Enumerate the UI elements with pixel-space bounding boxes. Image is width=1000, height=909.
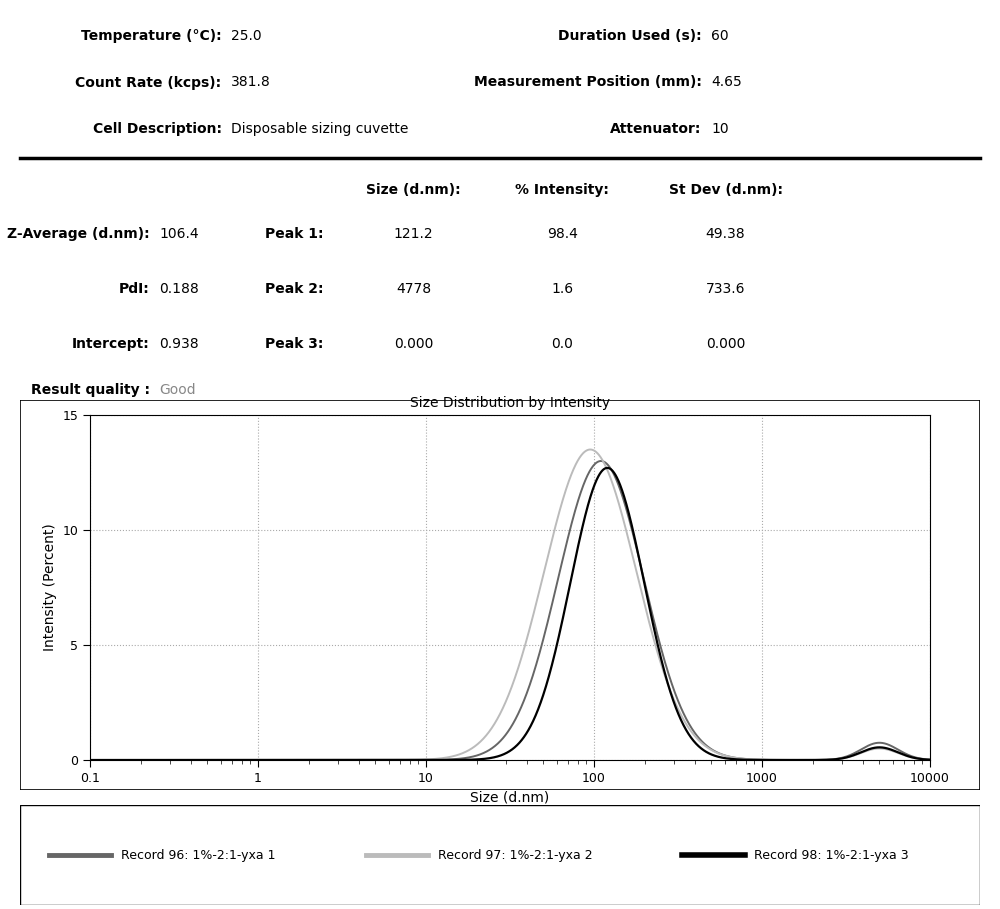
Text: Cell Description:: Cell Description:: [93, 122, 222, 136]
Text: St Dev (d.nm):: St Dev (d.nm):: [669, 184, 783, 197]
FancyBboxPatch shape: [20, 805, 980, 905]
Text: PdI:: PdI:: [119, 282, 150, 296]
Text: Size (d.nm):: Size (d.nm):: [366, 184, 461, 197]
Y-axis label: Intensity (Percent): Intensity (Percent): [43, 524, 57, 652]
Title: Size Distribution by Intensity: Size Distribution by Intensity: [410, 395, 610, 410]
Text: Attenuator:: Attenuator:: [610, 122, 702, 136]
Text: 0.000: 0.000: [706, 337, 745, 352]
Text: 4778: 4778: [396, 282, 431, 296]
Text: Duration Used (s):: Duration Used (s):: [558, 29, 702, 43]
Text: Temperature (°C):: Temperature (°C):: [81, 29, 222, 43]
Text: Record 98: 1%-2:1-yxa 3: Record 98: 1%-2:1-yxa 3: [754, 848, 909, 862]
Text: 1.6: 1.6: [551, 282, 573, 296]
Text: Measurement Position (mm):: Measurement Position (mm):: [474, 75, 702, 89]
Text: 10: 10: [711, 122, 729, 136]
Text: Intercept:: Intercept:: [72, 337, 150, 352]
Text: 121.2: 121.2: [394, 227, 433, 241]
Text: Result quality :: Result quality :: [31, 384, 150, 397]
Text: 0.0: 0.0: [551, 337, 573, 352]
Text: 381.8: 381.8: [231, 75, 271, 89]
Text: 106.4: 106.4: [159, 227, 199, 241]
Text: Peak 2:: Peak 2:: [265, 282, 323, 296]
Text: Z-Average (d.nm):: Z-Average (d.nm):: [7, 227, 150, 241]
Text: Record 97: 1%-2:1-yxa 2: Record 97: 1%-2:1-yxa 2: [438, 848, 592, 862]
Text: 25.0: 25.0: [231, 29, 262, 43]
Text: Good: Good: [159, 384, 196, 397]
Text: 733.6: 733.6: [706, 282, 745, 296]
Text: Peak 1:: Peak 1:: [265, 227, 323, 241]
Text: Count Rate (kcps):: Count Rate (kcps):: [75, 75, 222, 89]
Text: Peak 3:: Peak 3:: [265, 337, 323, 352]
Text: % Intensity:: % Intensity:: [515, 184, 609, 197]
Text: 98.4: 98.4: [547, 227, 578, 241]
Text: 0.000: 0.000: [394, 337, 433, 352]
X-axis label: Size (d.nm): Size (d.nm): [470, 790, 550, 804]
Text: 0.938: 0.938: [159, 337, 199, 352]
Text: Record 96: 1%-2:1-yxa 1: Record 96: 1%-2:1-yxa 1: [121, 848, 275, 862]
Text: 4.65: 4.65: [711, 75, 742, 89]
Text: 60: 60: [711, 29, 729, 43]
FancyBboxPatch shape: [20, 400, 980, 790]
Text: Disposable sizing cuvette: Disposable sizing cuvette: [231, 122, 409, 136]
Text: 0.188: 0.188: [159, 282, 199, 296]
Text: 49.38: 49.38: [706, 227, 745, 241]
